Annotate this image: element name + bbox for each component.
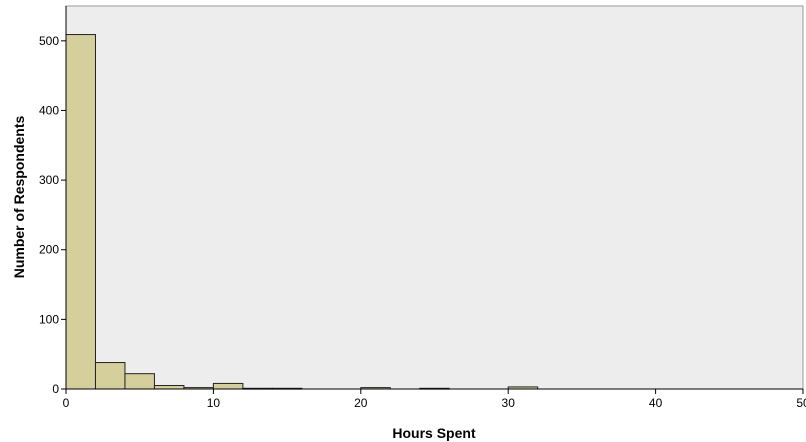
histogram-bar <box>65 34 96 390</box>
y-tick-label: 100 <box>39 312 59 326</box>
y-tick-label: 500 <box>39 34 59 48</box>
y-axis: 0 100 200 300 400 500 <box>39 6 67 396</box>
histogram-bar <box>212 382 244 390</box>
x-tick-label: 50 <box>796 396 806 410</box>
x-axis-title: Hours Spent <box>392 425 476 441</box>
x-tick-label: 30 <box>502 396 516 410</box>
bars-group <box>65 34 539 390</box>
x-tick-label: 20 <box>354 396 368 410</box>
histogram-bar <box>94 362 126 390</box>
y-tick-label: 200 <box>39 243 59 257</box>
x-tick-label: 10 <box>207 396 221 410</box>
y-tick-label: 0 <box>52 382 59 396</box>
histogram-bar <box>124 373 155 390</box>
x-axis: 0 10 20 30 40 50 <box>63 388 806 410</box>
y-tick-label: 400 <box>39 103 59 117</box>
histogram-bar <box>153 385 185 390</box>
y-axis-title: Number of Respondents <box>11 116 27 279</box>
x-tick-label: 40 <box>649 396 663 410</box>
plot-area <box>65 5 804 390</box>
x-tick-label: 0 <box>63 396 70 410</box>
y-tick-label: 300 <box>39 173 59 187</box>
